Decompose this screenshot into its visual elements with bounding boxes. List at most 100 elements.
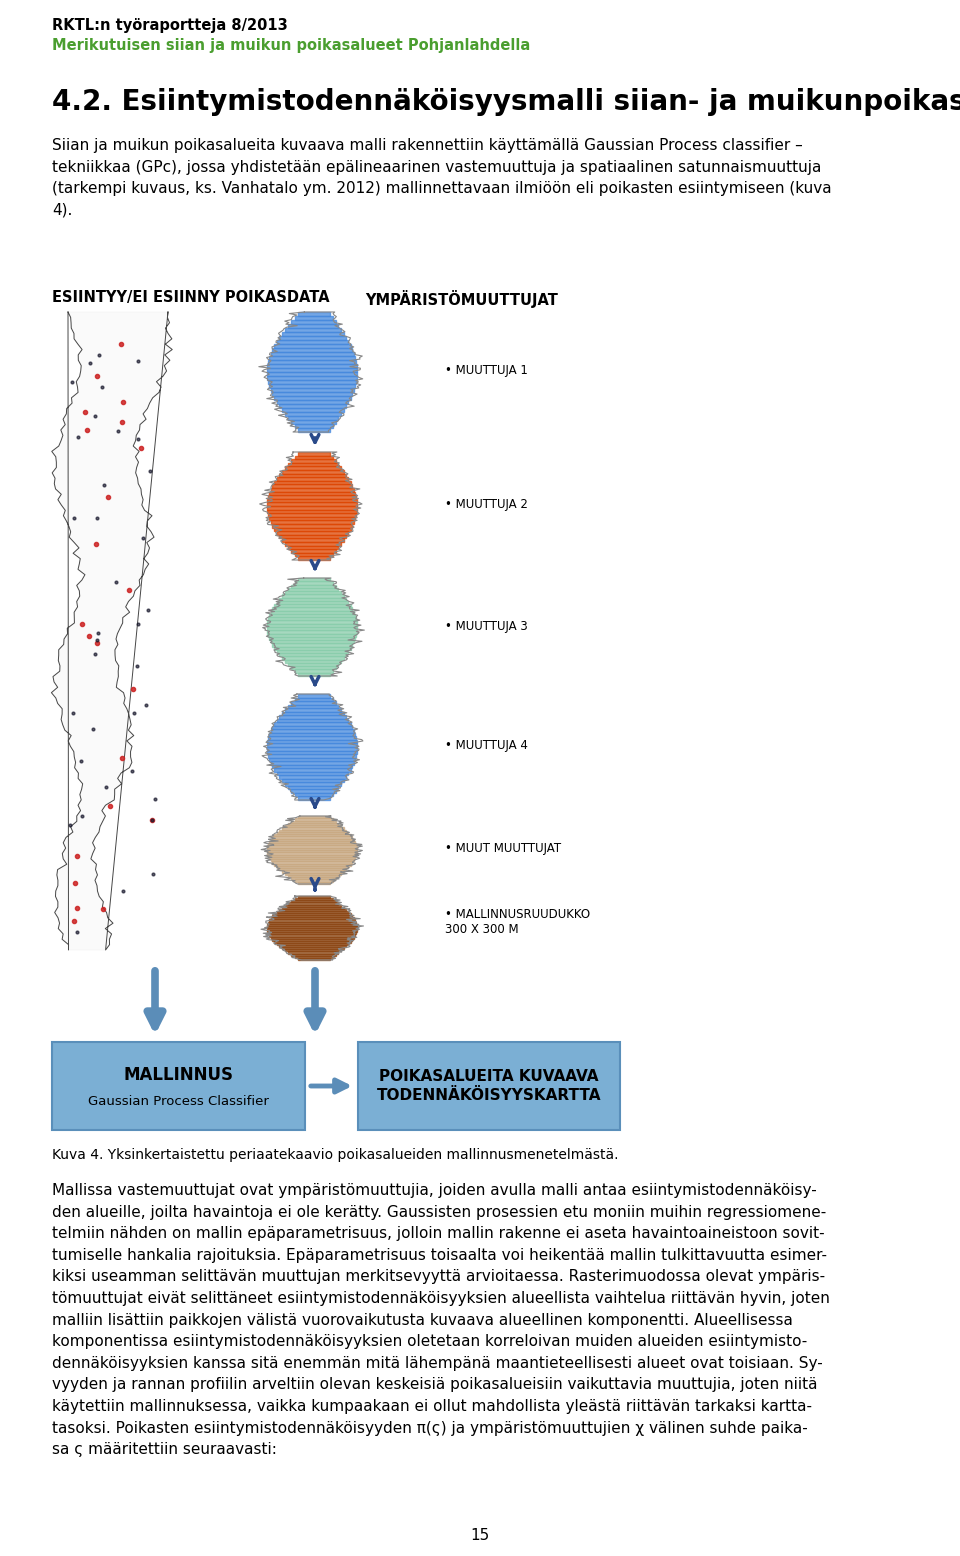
Polygon shape bbox=[295, 669, 333, 672]
Polygon shape bbox=[295, 794, 333, 797]
Text: RKTL:n työraportteja 8/2013: RKTL:n työraportteja 8/2013 bbox=[52, 19, 288, 33]
Polygon shape bbox=[282, 907, 344, 909]
Polygon shape bbox=[276, 910, 348, 913]
Polygon shape bbox=[275, 913, 350, 915]
Text: • MUUT MUUTTUJAT: • MUUT MUUTTUJAT bbox=[445, 842, 562, 854]
Polygon shape bbox=[292, 549, 336, 552]
Polygon shape bbox=[295, 552, 333, 557]
Polygon shape bbox=[273, 938, 352, 941]
Polygon shape bbox=[269, 636, 355, 640]
Polygon shape bbox=[276, 478, 348, 481]
Polygon shape bbox=[269, 920, 355, 921]
Polygon shape bbox=[276, 531, 348, 535]
Text: YMPÄRISTÖMUUTTUJAT: YMPÄRISTÖMUUTTUJAT bbox=[365, 289, 558, 308]
Polygon shape bbox=[273, 643, 352, 647]
Polygon shape bbox=[269, 733, 355, 736]
Polygon shape bbox=[285, 873, 341, 874]
Polygon shape bbox=[279, 909, 347, 910]
Polygon shape bbox=[268, 853, 357, 854]
Polygon shape bbox=[271, 387, 354, 392]
Polygon shape bbox=[299, 313, 329, 316]
Polygon shape bbox=[282, 538, 344, 541]
Polygon shape bbox=[299, 694, 329, 697]
Polygon shape bbox=[292, 954, 336, 955]
Polygon shape bbox=[276, 943, 348, 944]
Polygon shape bbox=[271, 918, 354, 920]
Polygon shape bbox=[288, 874, 339, 878]
Polygon shape bbox=[267, 926, 357, 927]
Polygon shape bbox=[295, 879, 333, 882]
Polygon shape bbox=[299, 577, 329, 582]
Polygon shape bbox=[292, 459, 336, 462]
Polygon shape bbox=[285, 825, 341, 828]
Polygon shape bbox=[275, 395, 350, 400]
Polygon shape bbox=[268, 854, 356, 857]
Polygon shape bbox=[285, 541, 341, 546]
Polygon shape bbox=[295, 898, 333, 901]
Polygon shape bbox=[285, 328, 341, 331]
Polygon shape bbox=[282, 594, 344, 598]
Polygon shape bbox=[299, 882, 329, 884]
Polygon shape bbox=[282, 828, 344, 829]
Polygon shape bbox=[285, 949, 341, 951]
Polygon shape bbox=[268, 736, 356, 741]
Polygon shape bbox=[295, 697, 333, 702]
Polygon shape bbox=[295, 582, 333, 585]
Polygon shape bbox=[288, 415, 339, 420]
Polygon shape bbox=[269, 758, 355, 761]
Polygon shape bbox=[273, 764, 352, 769]
Polygon shape bbox=[299, 428, 329, 433]
Polygon shape bbox=[299, 958, 329, 960]
Polygon shape bbox=[288, 546, 339, 549]
Polygon shape bbox=[285, 904, 341, 907]
Polygon shape bbox=[269, 384, 355, 387]
Polygon shape bbox=[295, 316, 333, 321]
Polygon shape bbox=[269, 356, 355, 359]
Polygon shape bbox=[271, 859, 354, 862]
Polygon shape bbox=[273, 862, 352, 864]
Polygon shape bbox=[267, 372, 357, 377]
Polygon shape bbox=[288, 823, 339, 825]
Polygon shape bbox=[279, 868, 347, 870]
Polygon shape bbox=[299, 557, 329, 560]
Polygon shape bbox=[269, 615, 355, 618]
Polygon shape bbox=[268, 630, 357, 633]
Polygon shape bbox=[267, 927, 357, 930]
Polygon shape bbox=[292, 321, 336, 324]
Polygon shape bbox=[269, 935, 355, 937]
Polygon shape bbox=[268, 618, 356, 621]
Polygon shape bbox=[268, 741, 357, 744]
Polygon shape bbox=[299, 451, 329, 456]
Polygon shape bbox=[299, 797, 329, 800]
Polygon shape bbox=[279, 654, 347, 657]
Polygon shape bbox=[275, 769, 350, 772]
Polygon shape bbox=[268, 843, 356, 845]
Polygon shape bbox=[276, 865, 348, 868]
Polygon shape bbox=[268, 755, 356, 758]
Polygon shape bbox=[268, 924, 357, 926]
Polygon shape bbox=[271, 839, 354, 840]
Polygon shape bbox=[279, 829, 347, 832]
Polygon shape bbox=[267, 850, 357, 853]
Polygon shape bbox=[273, 392, 352, 395]
Polygon shape bbox=[285, 708, 341, 711]
Text: Merikutuisen siian ja muikun poikasalueet Pohjanlahdella: Merikutuisen siian ja muikun poikasaluee… bbox=[52, 37, 530, 53]
Polygon shape bbox=[271, 520, 354, 524]
Polygon shape bbox=[268, 380, 356, 384]
Polygon shape bbox=[275, 864, 350, 865]
Polygon shape bbox=[285, 412, 341, 415]
Polygon shape bbox=[271, 352, 354, 356]
Polygon shape bbox=[273, 607, 352, 610]
Polygon shape bbox=[268, 932, 356, 935]
Polygon shape bbox=[279, 535, 347, 538]
Polygon shape bbox=[271, 761, 354, 764]
Polygon shape bbox=[288, 951, 339, 954]
Polygon shape bbox=[268, 495, 356, 499]
Polygon shape bbox=[268, 845, 357, 848]
Polygon shape bbox=[279, 944, 347, 948]
Polygon shape bbox=[282, 780, 344, 783]
Polygon shape bbox=[279, 336, 347, 341]
Polygon shape bbox=[273, 484, 352, 489]
Polygon shape bbox=[288, 588, 339, 591]
Polygon shape bbox=[288, 324, 339, 328]
